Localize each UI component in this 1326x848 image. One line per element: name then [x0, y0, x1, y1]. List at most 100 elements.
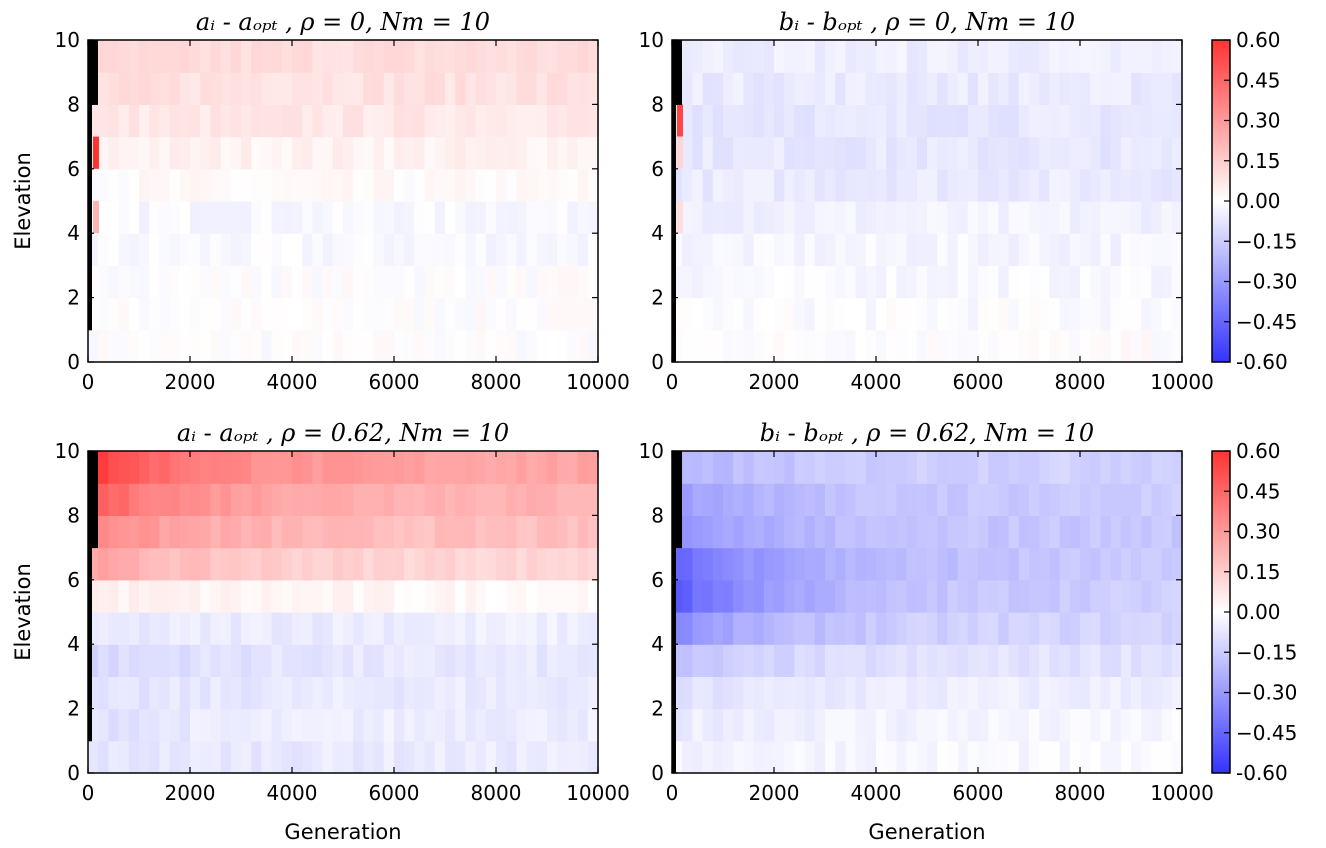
- heatmap-cell: [1018, 708, 1030, 742]
- heatmap-cell: [1069, 72, 1081, 105]
- heatmap-cell: [865, 201, 877, 234]
- heatmap-cell: [1059, 40, 1071, 73]
- heatmap-cell: [373, 547, 385, 581]
- heatmap-cell: [763, 451, 775, 484]
- heatmap-cell: [424, 708, 436, 742]
- heatmap-cell: [1171, 708, 1183, 742]
- heatmap-cell: [1090, 612, 1101, 645]
- heatmap-cell: [475, 740, 487, 774]
- heatmap-cell: [825, 104, 836, 138]
- heatmap-cell: [353, 329, 364, 363]
- heatmap-cell: [434, 265, 446, 299]
- colorbar-tick-label: 0.60: [1236, 439, 1281, 463]
- heatmap-cell: [373, 612, 385, 645]
- heatmap-cell: [108, 104, 120, 138]
- heatmap-cell: [526, 297, 538, 331]
- heatmap-cell: [292, 136, 303, 170]
- heatmap-cell: [804, 515, 816, 549]
- heatmap-cell: [723, 40, 734, 73]
- heatmap-cell: [353, 104, 364, 138]
- black-cell: [672, 40, 682, 73]
- heatmap-cell: [814, 329, 826, 363]
- heatmap-cell: [1161, 72, 1173, 105]
- heatmap-cell: [794, 740, 806, 774]
- heatmap-cell: [906, 168, 918, 202]
- heatmap-cell: [692, 136, 704, 170]
- heatmap-cell: [577, 40, 589, 73]
- colorbar-tick-label: 0.45: [1236, 68, 1281, 92]
- heatmap-cell: [302, 136, 313, 170]
- heatmap-cell: [220, 483, 232, 516]
- heatmap-cell: [169, 329, 181, 363]
- heatmap-cell: [784, 740, 795, 774]
- heatmap-cell: [475, 40, 487, 73]
- heatmap-cell: [220, 547, 232, 581]
- heatmap-cell: [445, 104, 456, 138]
- heatmap-cell: [1161, 201, 1173, 234]
- heatmap-cell: [784, 329, 795, 363]
- heatmap-cell: [108, 644, 120, 677]
- heatmap-cell: [587, 136, 599, 170]
- heatmap-cell: [978, 547, 989, 581]
- heatmap-cell: [845, 233, 857, 266]
- heatmap-cell: [98, 40, 109, 73]
- heatmap-cell: [230, 579, 242, 613]
- heatmap-cell: [906, 708, 918, 742]
- heatmap-cell: [159, 708, 171, 742]
- heatmap-cell: [1090, 72, 1101, 105]
- heatmap-cell: [906, 40, 918, 73]
- heatmap-cell: [210, 40, 222, 73]
- heatmap-cell: [1049, 644, 1061, 677]
- heatmap-cell: [916, 104, 928, 138]
- heatmap-cell: [794, 515, 806, 549]
- heatmap-cell: [424, 451, 436, 484]
- heatmap-cell: [1100, 72, 1112, 105]
- heatmap-cell: [465, 72, 477, 105]
- heatmap-cell: [465, 515, 477, 549]
- heatmap-cell: [281, 676, 293, 710]
- heatmap-cell: [967, 136, 979, 170]
- heatmap-cell: [455, 168, 466, 202]
- heatmap-cell: [774, 579, 785, 613]
- heatmap-cell: [312, 676, 324, 710]
- heatmap-cell: [363, 676, 375, 710]
- heatmap-cell: [712, 168, 724, 202]
- heatmap-cell: [978, 104, 989, 138]
- y-tick-label: 8: [651, 503, 664, 527]
- heatmap-cell: [241, 612, 252, 645]
- heatmap-cell: [865, 547, 877, 581]
- heatmap-cell: [763, 168, 775, 202]
- heatmap-cell: [434, 515, 446, 549]
- heatmap-cell: [506, 104, 517, 138]
- heatmap-cell: [108, 40, 120, 73]
- heatmap-cell: [743, 233, 755, 266]
- heatmap-cell: [516, 201, 528, 234]
- heatmap-cell: [835, 451, 846, 484]
- x-tick-label: 8000: [1055, 370, 1106, 394]
- heatmap-cell: [1069, 329, 1081, 363]
- heatmap-cell: [496, 483, 507, 516]
- heatmap-cell: [712, 547, 724, 581]
- heatmap-cell: [506, 40, 517, 73]
- heatmap-cell: [557, 547, 568, 581]
- heatmap-cell: [947, 644, 959, 677]
- heatmap-cell: [927, 201, 938, 234]
- heatmap-cell: [906, 451, 918, 484]
- heatmap-cell: [332, 265, 344, 299]
- heatmap-cell: [712, 265, 724, 299]
- heatmap-cell: [404, 329, 415, 363]
- heatmap-cell: [465, 40, 477, 73]
- heatmap-cell: [363, 515, 375, 549]
- heatmap-cell: [281, 612, 293, 645]
- heatmap-cell: [322, 515, 334, 549]
- heatmap-cell: [230, 40, 242, 73]
- heatmap-cell: [672, 329, 683, 363]
- heatmap-cell: [763, 515, 775, 549]
- heatmap-cell: [784, 644, 795, 677]
- heatmap-cell: [414, 136, 426, 170]
- black-cell: [672, 644, 676, 677]
- heatmap-cell: [1090, 168, 1101, 202]
- heatmap-cell: [281, 233, 293, 266]
- heatmap-cell: [149, 451, 160, 484]
